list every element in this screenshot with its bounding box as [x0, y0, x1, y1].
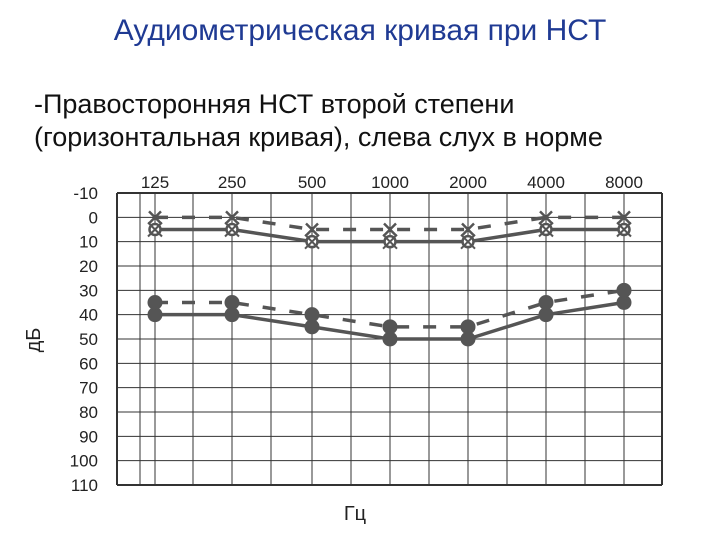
slide-title: Аудиометрическая кривая при НСТ — [113, 14, 607, 47]
data-point-x — [461, 222, 475, 237]
data-point-dot — [538, 307, 554, 323]
data-point-dot — [460, 331, 476, 347]
chart-grid — [116, 192, 663, 486]
data-point-dot — [224, 295, 240, 310]
y-tick-label: 70 — [79, 379, 98, 398]
y-tick-label: 90 — [79, 427, 98, 446]
y-tick-label: -10 — [73, 184, 98, 203]
data-point-dot — [616, 295, 632, 310]
y-axis-title: дБ — [23, 328, 45, 353]
y-tick-label: 40 — [79, 306, 98, 325]
data-point-dot — [538, 295, 554, 310]
data-point-x — [225, 210, 239, 225]
slide-description: -Правосторонняя НСТ второй степени (гори… — [34, 88, 714, 154]
data-point-dot — [224, 307, 240, 323]
description-line-1: -Правосторонняя НСТ второй степени — [34, 89, 515, 119]
x-axis-title: Гц — [344, 503, 366, 525]
y-tick-label: 10 — [79, 233, 98, 252]
x-tick-labels: 125 250 500 1000 2000 4000 8000 — [141, 173, 643, 192]
data-point-dot — [304, 307, 320, 323]
y-tick-label: 20 — [79, 257, 98, 276]
x-tick-label: 4000 — [527, 173, 565, 192]
data-point-dot — [382, 319, 398, 335]
description-line-2: (горизонтальная кривая), слева слух в но… — [34, 122, 603, 152]
data-point-circle — [460, 233, 476, 250]
y-tick-label: 30 — [79, 281, 98, 300]
data-point-circle — [224, 221, 240, 238]
data-point-x — [148, 210, 162, 225]
data-point-dot — [460, 319, 476, 335]
data-point-circle — [538, 221, 554, 238]
data-point-x — [617, 210, 631, 225]
data-point-x — [305, 222, 319, 237]
data-point-dot — [147, 307, 163, 323]
x-tick-label: 8000 — [605, 173, 643, 192]
x-tick-label: 1000 — [371, 173, 409, 192]
x-tick-label: 2000 — [449, 173, 487, 192]
data-point-circle — [382, 233, 398, 250]
data-point-dot — [616, 282, 632, 298]
data-point-dot — [147, 295, 163, 310]
x-tick-label: 500 — [298, 173, 326, 192]
y-tick-labels: -10 0 10 20 30 40 50 60 70 80 90 100 110 — [70, 184, 98, 495]
data-point-dot — [382, 331, 398, 347]
x-tick-label: 125 — [141, 173, 169, 192]
y-tick-label: 110 — [71, 476, 98, 495]
data-point-circle — [616, 221, 632, 238]
data-point-circle — [304, 233, 320, 250]
y-tick-label: 60 — [79, 354, 98, 373]
x-tick-label: 250 — [218, 173, 246, 192]
data-point-x — [383, 222, 397, 237]
y-tick-label: 100 — [70, 452, 98, 471]
data-point-circle — [147, 221, 163, 238]
y-tick-label: 50 — [79, 330, 98, 349]
y-tick-label: 80 — [79, 403, 98, 422]
data-point-x — [539, 210, 553, 225]
chart-series — [147, 210, 632, 347]
data-point-dot — [304, 319, 320, 335]
y-tick-label: 0 — [89, 208, 98, 227]
